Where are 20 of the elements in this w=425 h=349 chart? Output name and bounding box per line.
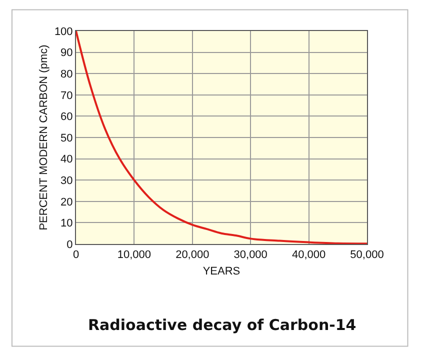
y-axis-title: PERCENT MODERN CARBON (pmc) <box>38 44 50 230</box>
x-tick-label: 20,000 <box>176 249 210 262</box>
y-tick-label: 80 <box>60 68 73 80</box>
line-series <box>76 31 367 244</box>
x-axis-title: YEARS <box>202 265 240 278</box>
x-tick-label: 10,000 <box>117 249 152 262</box>
text: Radioactive decay of Carbon-14 <box>88 316 356 334</box>
y-tick-label: 10 <box>60 218 73 230</box>
y-tick-label: 50 <box>60 132 73 144</box>
y-tick-label: 0 <box>66 238 73 251</box>
y-tick-label: 70 <box>60 90 73 102</box>
x-tick-label: 40,000 <box>292 249 326 262</box>
y-tick-label: 30 <box>60 174 73 187</box>
x-tick-label: 30,000 <box>234 249 268 262</box>
y-tick-label: 20 <box>60 196 73 208</box>
y-tick-label: 90 <box>60 47 73 60</box>
y-tick-label: 100 <box>54 26 73 38</box>
x-tick-label: 50,000 <box>350 249 384 262</box>
y-tick-label: 40 <box>60 154 73 166</box>
y-tick-label: 60 <box>60 111 73 124</box>
